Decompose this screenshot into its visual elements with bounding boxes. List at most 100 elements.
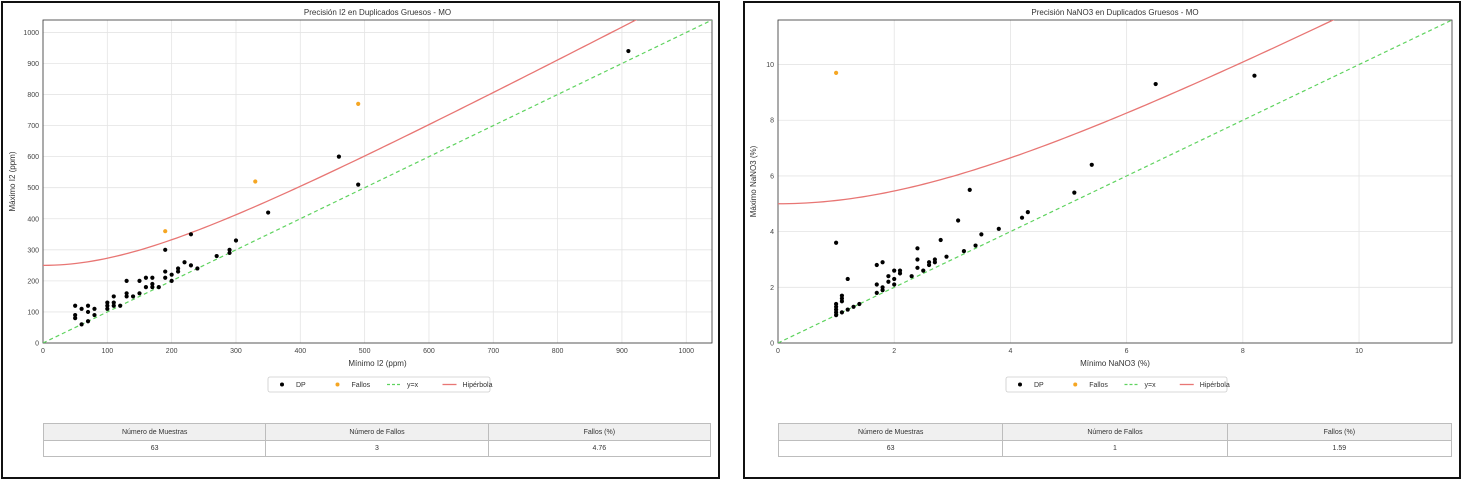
dp-point	[996, 226, 1001, 231]
value-num-failures: 1	[1002, 440, 1228, 457]
dp-point	[227, 250, 232, 256]
failure-point	[253, 179, 258, 184]
x-tick-label: 300	[230, 348, 242, 355]
value-num-samples: 63	[777, 440, 1004, 457]
stats-table-i2: Número de Muestras Número de Fallos Fall…	[42, 423, 712, 457]
x-axis-label: Mínimo I2 (ppm)	[348, 359, 407, 368]
x-tick-label: 0	[776, 348, 780, 355]
dp-point	[92, 312, 97, 318]
dp-point	[915, 265, 920, 270]
header-failure-pct: Fallos (%)	[487, 423, 712, 441]
header-num-samples: Número de Muestras	[777, 423, 1004, 441]
dp-point	[845, 307, 850, 312]
dp-point	[182, 260, 187, 265]
dp-point	[105, 303, 110, 308]
plot-area	[42, 19, 713, 344]
dp-point	[85, 319, 91, 324]
dp-point	[938, 237, 943, 243]
dp-point	[839, 299, 845, 304]
dp-point	[266, 210, 271, 215]
y-tick-label: 0	[35, 341, 39, 348]
chart-panel-i2: Precisión I2 en Duplicados Gruesos - MO 0…	[1, 1, 720, 479]
dp-point	[915, 257, 920, 262]
header-failure-pct: Fallos (%)	[1226, 423, 1453, 441]
x-tick-label: 700	[487, 348, 499, 355]
dp-point	[834, 313, 839, 318]
dp-point	[880, 260, 885, 265]
dp-point	[79, 322, 84, 327]
dp-point	[85, 309, 91, 315]
legend-box	[267, 376, 491, 393]
plot-content	[778, 20, 1452, 343]
dp-point	[880, 287, 885, 293]
value-num-failures: 3	[265, 440, 489, 457]
dp-point	[834, 240, 839, 245]
dp-point	[979, 232, 984, 237]
dp-point	[118, 303, 123, 308]
dp-point	[227, 247, 232, 252]
legend-label: y=x	[1145, 382, 1157, 389]
dp-point	[886, 279, 891, 284]
dp-point	[839, 310, 845, 315]
dp-point	[163, 269, 168, 274]
dp-point	[961, 249, 967, 254]
dp-point	[73, 316, 78, 321]
dp-point	[932, 260, 937, 265]
dp-point	[874, 290, 879, 295]
value-failure-pct: 4.76	[487, 440, 712, 457]
dp-point	[150, 284, 155, 290]
dp-point	[105, 306, 110, 311]
dp-point	[137, 291, 142, 296]
legend-label: Hipérbola	[463, 382, 493, 389]
dp-point	[195, 266, 200, 271]
dp-point	[915, 246, 920, 251]
x-tick-label: 400	[294, 348, 306, 355]
y-tick-label: 500	[27, 185, 39, 192]
x-tick-label: 8	[1241, 348, 1245, 355]
dp-point	[956, 218, 961, 223]
dp-point	[111, 294, 116, 299]
dp-point	[1089, 162, 1094, 167]
dp-point	[1019, 215, 1025, 220]
dp-point	[73, 303, 78, 308]
x-tick-label: 900	[616, 348, 628, 355]
stats-table-nano3: Número de Muestras Número de Fallos Fall…	[777, 423, 1453, 457]
dp-point	[156, 284, 161, 290]
dp-point	[169, 278, 174, 283]
failure-point	[163, 229, 168, 234]
dp-point	[967, 187, 972, 192]
identity-line	[43, 20, 712, 343]
legend-label: DP	[1034, 382, 1044, 389]
dp-point	[851, 304, 856, 309]
y-axis-label: Máximo NaNO3 (%)	[749, 145, 758, 217]
y-tick-label: 100	[27, 309, 39, 316]
dp-point	[85, 303, 91, 308]
legend-fallos-marker	[335, 382, 340, 387]
dp-point	[1072, 190, 1077, 195]
legend-label: Fallos	[1089, 382, 1108, 389]
dp-point	[137, 278, 142, 283]
dp-point	[886, 274, 891, 279]
x-tick-label: 800	[552, 348, 564, 355]
y-axis-label: Máximo I2 (ppm)	[8, 151, 17, 211]
x-tick-label: 100	[101, 348, 113, 355]
dp-point	[175, 266, 181, 271]
x-tick-label: 2	[892, 348, 896, 355]
dp-point	[892, 282, 897, 287]
x-tick-label: 6	[1125, 348, 1129, 355]
hyperbola-line	[778, 20, 1335, 205]
y-tick-label: 0	[770, 341, 774, 348]
dp-point	[897, 271, 903, 276]
header-num-failures: Número de Fallos	[1002, 423, 1228, 441]
x-tick-label: 500	[359, 348, 371, 355]
header-num-failures: Número de Fallos	[265, 423, 489, 441]
y-tick-label: 2	[770, 285, 774, 292]
dp-point	[169, 272, 174, 277]
dp-point	[973, 243, 978, 248]
x-tick-label: 4	[1008, 348, 1012, 355]
dp-point	[944, 254, 949, 259]
y-tick-label: 6	[770, 173, 774, 180]
dp-point	[857, 301, 862, 307]
dp-point	[188, 263, 194, 268]
dp-point	[909, 274, 914, 279]
